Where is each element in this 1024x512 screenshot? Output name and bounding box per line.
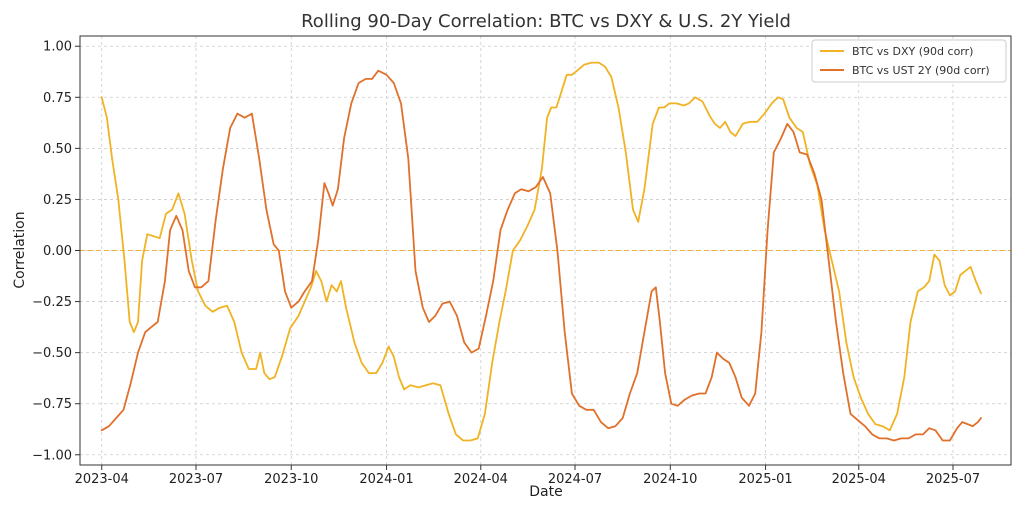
y-tick-label: 1.00	[43, 40, 72, 55]
y-axis-ticks: 1.00 0.75 0.50 0.25 0.00 −0.25 −0.50 −0.75 −1.00	[32, 40, 80, 463]
y-tick-label: −0.50	[32, 346, 72, 361]
series-lines	[100, 61, 982, 442]
y-axis-title: Correlation	[12, 211, 28, 288]
x-tick-label: 2024-10	[643, 472, 697, 487]
x-tick-label: 2024-04	[454, 472, 508, 487]
x-tick-label: 2025-04	[832, 472, 886, 487]
y-tick-label: 0.25	[43, 193, 72, 208]
y-tick-label: −0.25	[32, 295, 72, 310]
series-line-btc-dxy	[100, 61, 982, 442]
legend-label-btc-dxy: BTC vs DXY (90d corr)	[852, 45, 973, 58]
y-tick-label: 0.75	[43, 91, 72, 106]
x-tick-label: 2023-04	[75, 472, 129, 487]
chart-title: Rolling 90-Day Correlation: BTC vs DXY &…	[301, 11, 791, 32]
legend-label-btc-ust2y: BTC vs UST 2Y (90d corr)	[852, 64, 990, 77]
y-tick-label: 0.50	[43, 142, 72, 157]
x-tick-label: 2023-10	[264, 472, 318, 487]
y-tick-label: −1.00	[32, 448, 72, 463]
series-line-btc-ust2y	[100, 69, 982, 442]
y-tick-label: 0.00	[43, 244, 72, 259]
y-tick-label: −0.75	[32, 397, 72, 412]
x-axis-ticks: 2023-04 2023-07 2023-10 2024-01 2024-04 2024-…	[75, 465, 980, 487]
legend-box	[811, 39, 1007, 83]
legend: BTC vs DXY (90d corr) BTC vs UST 2Y (90d…	[811, 39, 1007, 83]
x-tick-label: 2025-07	[926, 472, 980, 487]
x-tick-label: 2025-01	[738, 472, 792, 487]
x-tick-label: 2024-01	[359, 472, 413, 487]
x-tick-label: 2024-07	[548, 472, 602, 487]
x-tick-label: 2023-07	[169, 472, 223, 487]
x-axis-title: Date	[529, 484, 562, 500]
